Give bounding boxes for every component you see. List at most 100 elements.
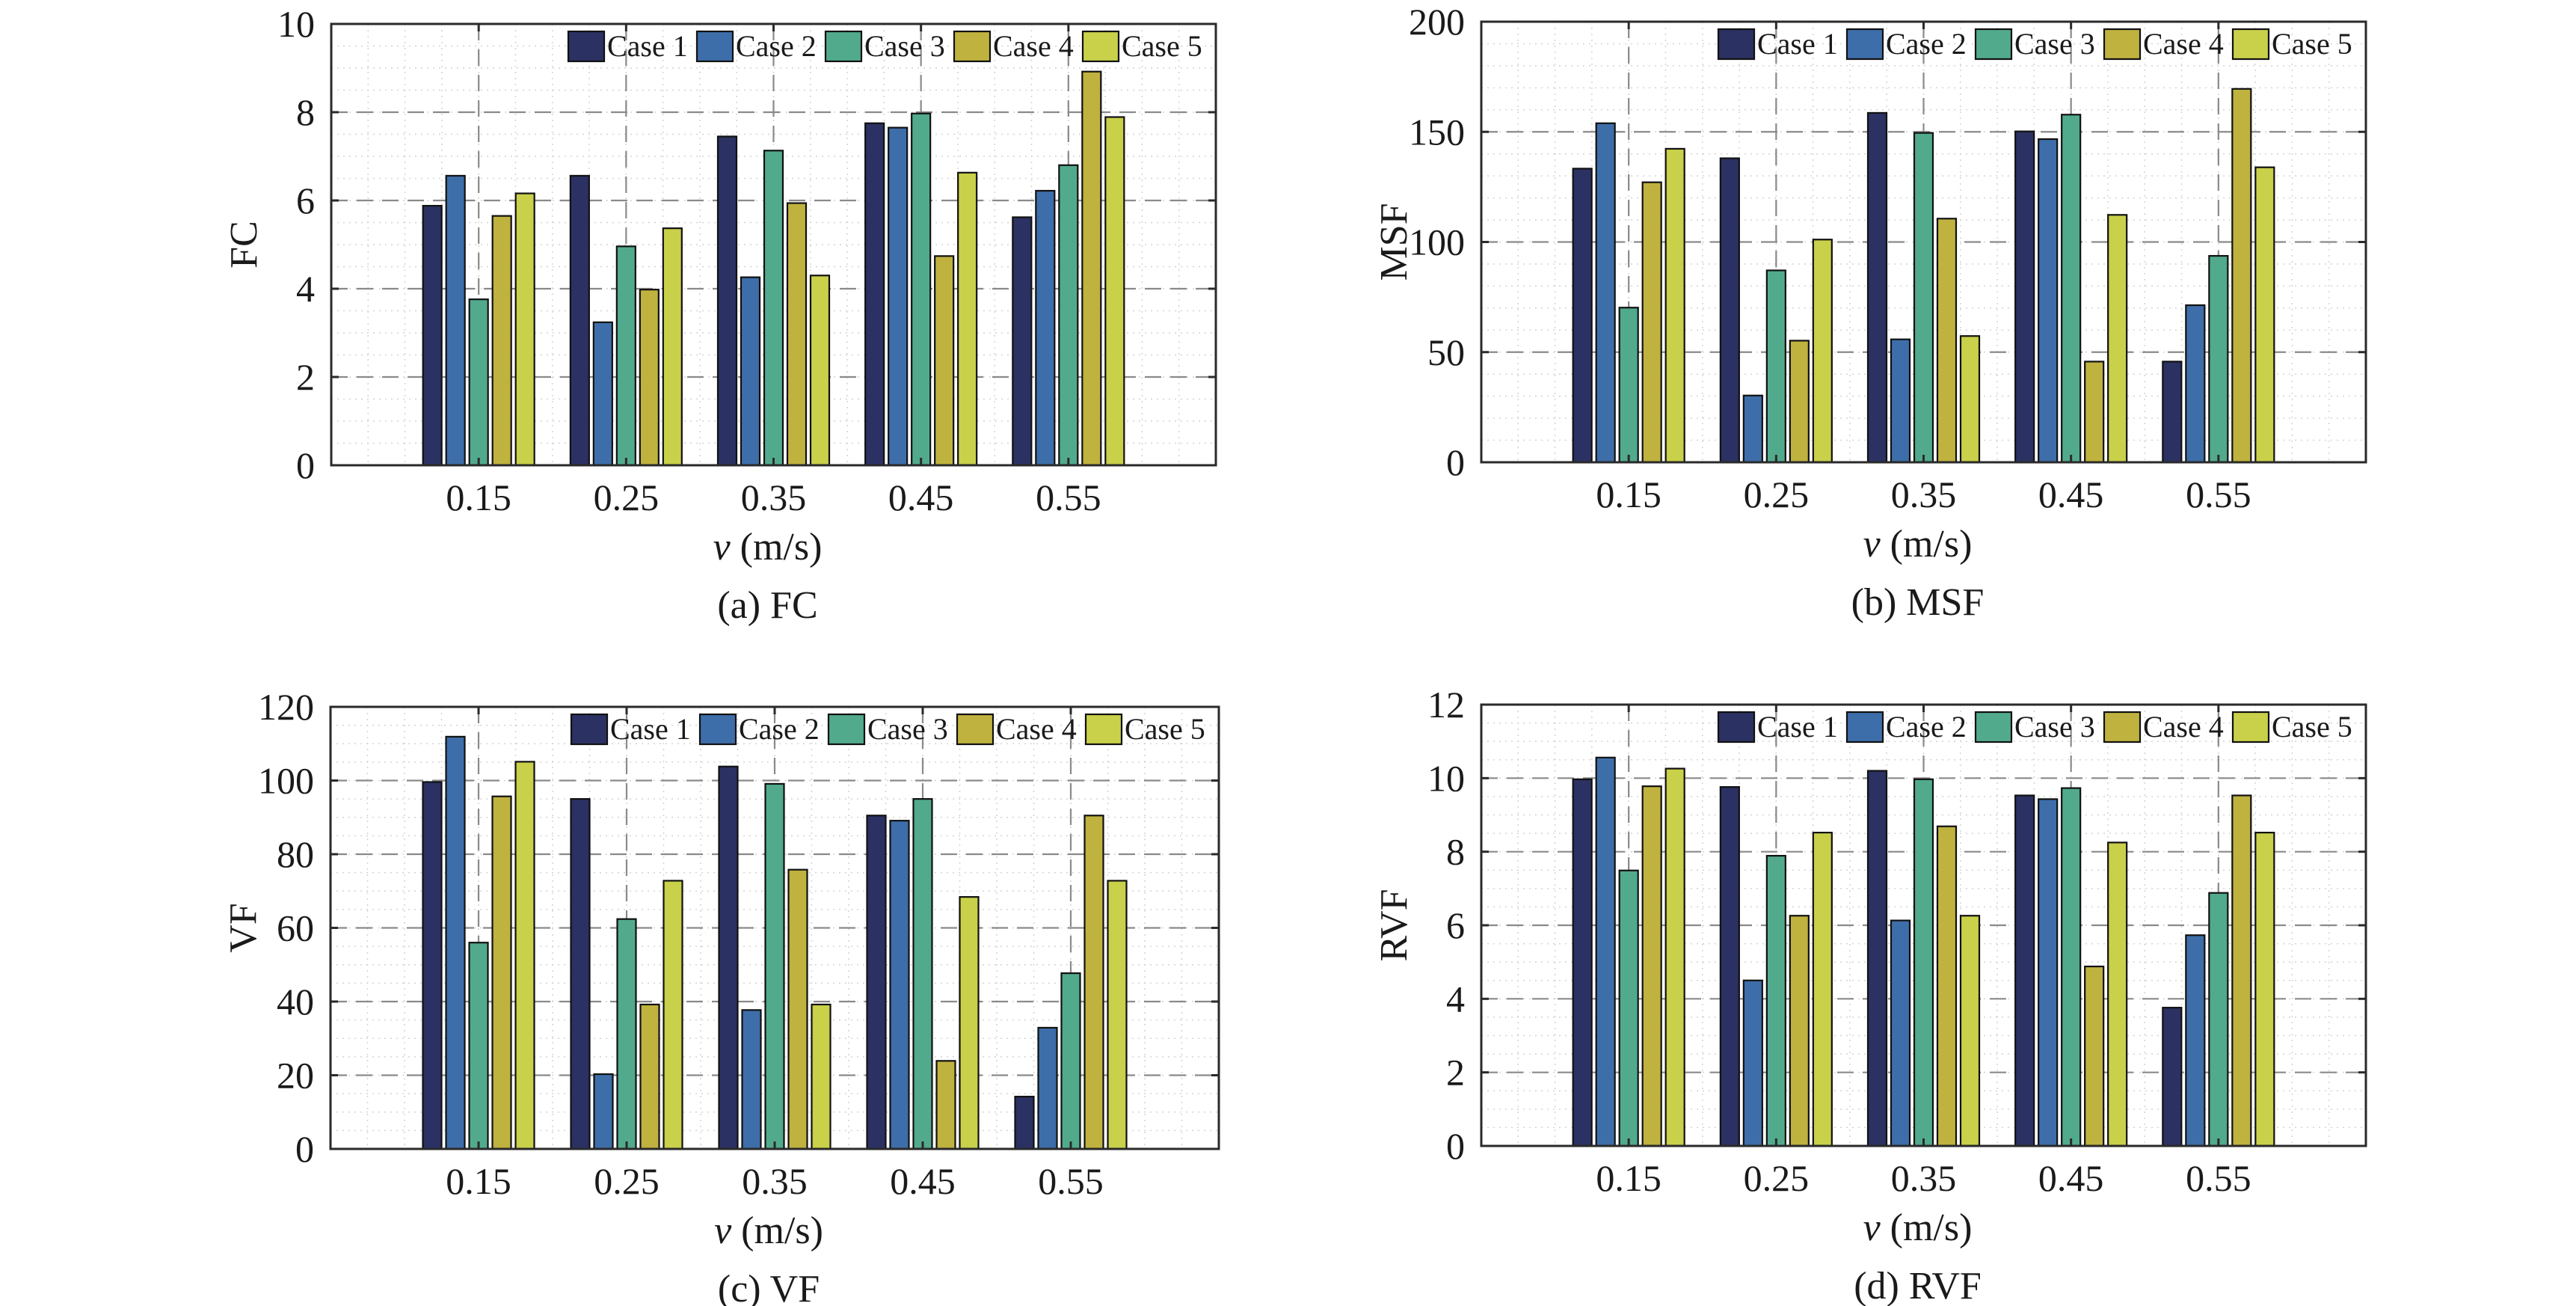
legend-label: Case 3: [864, 29, 945, 63]
legend: Case 1 Case 2 Case 3 Case 4 Case 5: [1717, 27, 2352, 61]
legend-item: Case 4: [2103, 27, 2224, 61]
bar: [491, 795, 512, 1150]
y-tick-label: 10: [1427, 757, 1465, 799]
bar: [1866, 770, 1888, 1147]
bar: [935, 1060, 956, 1150]
bar: [716, 135, 738, 467]
legend-item: Case 2: [698, 712, 820, 746]
legend-item: Case 1: [570, 712, 691, 746]
bar: [718, 765, 739, 1150]
bar: [1913, 132, 1934, 464]
legend-swatch: [1717, 711, 1756, 744]
series-case-4: [491, 795, 1104, 1150]
bar: [514, 192, 535, 467]
y-tick-label: 12: [1427, 684, 1465, 726]
legend-item: Case 2: [1845, 27, 1967, 61]
y-tick-label: 150: [1409, 111, 1465, 153]
legend-swatch: [698, 713, 737, 746]
bar: [615, 245, 636, 467]
legend-item: Case 1: [1717, 710, 1838, 744]
bars: [422, 735, 1128, 1150]
bar: [764, 782, 785, 1150]
bar: [1742, 979, 1763, 1147]
bar: [592, 321, 613, 467]
x-tick-label: 0.15: [1596, 1157, 1662, 1199]
bar: [2061, 114, 2082, 464]
y-tick-label: 10: [277, 3, 315, 45]
bar: [1083, 815, 1104, 1150]
bar: [1060, 972, 1081, 1150]
bar: [1014, 1095, 1035, 1150]
bar: [639, 289, 660, 467]
bar: [1035, 189, 1056, 467]
bar: [1081, 70, 1102, 467]
y-tick-label: 20: [277, 1055, 314, 1097]
legend-label: Case 3: [2014, 710, 2095, 744]
legend-label: Case 5: [1122, 29, 1202, 63]
bar: [2038, 798, 2059, 1147]
x-tick-label: 0.35: [742, 1160, 808, 1202]
series-case-4: [491, 70, 1102, 467]
bar: [2185, 934, 2206, 1147]
x-tick-label: 0.25: [594, 476, 660, 518]
legend-swatch: [2231, 28, 2270, 61]
bar: [2014, 794, 2035, 1147]
y-tick-label: 200: [1409, 1, 1465, 43]
y-tick-label: 8: [1446, 831, 1465, 873]
x-tick-label: 0.55: [1036, 476, 1101, 518]
legend-item: Case 1: [567, 29, 688, 63]
legend-swatch: [2231, 711, 2270, 744]
bar: [741, 1009, 762, 1150]
legend-label: Case 1: [1757, 27, 1838, 61]
bar: [1742, 394, 1763, 464]
x-tick-label: 0.45: [890, 1160, 956, 1202]
bar: [809, 275, 831, 467]
series-case-3: [468, 112, 1079, 467]
x-tick-label: 0.55: [2186, 1157, 2251, 1199]
legend-item: Case 3: [1974, 710, 2095, 744]
y-tick-label: 2: [1446, 1052, 1465, 1094]
bar: [422, 781, 443, 1150]
series-case-4: [1641, 88, 2252, 464]
bar: [662, 227, 683, 467]
y-axis-label: MSF: [1373, 203, 1415, 280]
legend: Case 1 Case 2 Case 3 Case 4 Case 5: [1717, 710, 2352, 744]
x-axis-label: v (m/s): [713, 526, 823, 568]
bar: [1058, 164, 1079, 467]
bar: [1664, 147, 1685, 464]
bar: [1641, 785, 1662, 1147]
chart-panel-msf: 0 50 100 150 200 0.15 0.25 0.35 0.45 0.55 v (m/s) M…: [1373, 1, 2367, 624]
x-tick-label: 0.25: [1744, 1157, 1810, 1199]
bar: [911, 112, 932, 467]
y-axis-label: FC: [223, 221, 265, 269]
y-tick-label: 4: [296, 268, 315, 310]
y-tick-label: 120: [258, 686, 314, 728]
legend-swatch: [1845, 711, 1884, 744]
x-tick-label: 0.15: [446, 476, 511, 518]
legend-item: Case 4: [953, 29, 1074, 63]
x-tick-label: 0.55: [1038, 1160, 1104, 1202]
bar: [1012, 216, 1033, 467]
x-axis-label: v (m/s): [714, 1210, 823, 1252]
legend-swatch: [824, 30, 863, 63]
series-case-1: [422, 765, 1035, 1150]
x-tick-label: 0.25: [594, 1160, 660, 1202]
legend-item: Case 3: [824, 29, 945, 63]
bar: [786, 202, 808, 467]
legend-label: Case 4: [993, 29, 1074, 63]
bar: [2185, 304, 2206, 464]
chart-caption: (a) FC: [717, 584, 817, 627]
bars: [1572, 88, 2275, 464]
bar: [514, 761, 535, 1150]
legend-swatch: [1717, 28, 1756, 61]
series-case-3: [1618, 778, 2229, 1147]
legend-label: Case 5: [2272, 710, 2352, 744]
legend-item: Case 5: [2231, 27, 2352, 61]
bar: [888, 126, 909, 467]
bar: [1104, 116, 1125, 467]
x-tick-label: 0.35: [741, 476, 807, 518]
bar: [1765, 269, 1786, 464]
bar: [1913, 778, 1934, 1147]
bar: [2208, 892, 2229, 1147]
chart-panel-rvf: 0 2 4 6 8 10 12 0.15 0.25 0.35 0.45 0.55 v (m/s) RVF (…: [1373, 684, 2367, 1306]
